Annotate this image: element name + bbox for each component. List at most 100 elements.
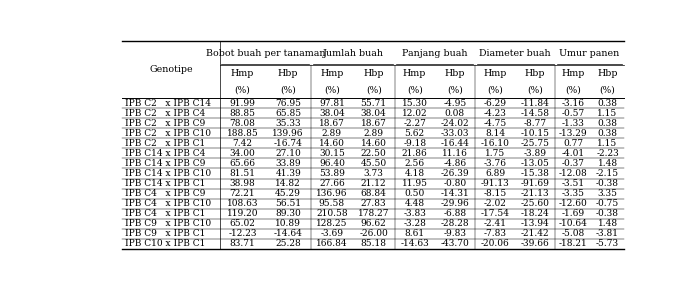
Text: -5.08: -5.08 [562, 229, 585, 238]
Text: -18.24: -18.24 [521, 209, 549, 218]
Text: 119.20: 119.20 [227, 209, 258, 218]
Text: 2.89: 2.89 [364, 129, 383, 138]
Text: Bobot buah per tanaman: Bobot buah per tanaman [205, 49, 325, 57]
Text: -28.28: -28.28 [441, 219, 469, 228]
Text: 45.50: 45.50 [361, 159, 387, 168]
Text: -14.31: -14.31 [441, 189, 469, 198]
Text: 22.50: 22.50 [361, 149, 386, 158]
Text: IPB C9   x IPB C1: IPB C9 x IPB C1 [125, 229, 205, 238]
Text: 38.98: 38.98 [230, 179, 255, 188]
Text: -21.13: -21.13 [521, 189, 549, 198]
Text: 7.42: 7.42 [232, 139, 253, 148]
Text: (%): (%) [527, 86, 543, 94]
Text: 27.83: 27.83 [361, 199, 386, 208]
Text: -24.02: -24.02 [441, 119, 469, 128]
Text: -4.23: -4.23 [484, 109, 507, 118]
Text: 45.29: 45.29 [275, 189, 301, 198]
Text: -12.23: -12.23 [228, 229, 257, 238]
Text: -16.10: -16.10 [480, 139, 509, 148]
Text: 96.62: 96.62 [361, 219, 386, 228]
Text: -13.94: -13.94 [521, 219, 549, 228]
Text: 136.96: 136.96 [316, 189, 348, 198]
Text: -2.15: -2.15 [596, 169, 619, 178]
Text: Hmp: Hmp [483, 69, 507, 78]
Text: 65.66: 65.66 [230, 159, 255, 168]
Text: IPB C2   x IPB C10: IPB C2 x IPB C10 [125, 129, 211, 138]
Text: -43.70: -43.70 [441, 239, 469, 248]
Text: Umur panen: Umur panen [560, 49, 619, 57]
Text: -1.33: -1.33 [562, 119, 585, 128]
Text: -0.57: -0.57 [562, 109, 585, 118]
Text: (%): (%) [600, 86, 615, 94]
Text: 12.02: 12.02 [402, 109, 427, 118]
Text: -25.75: -25.75 [521, 139, 550, 148]
Text: -18.21: -18.21 [559, 239, 587, 248]
Text: 33.89: 33.89 [276, 159, 301, 168]
Text: (%): (%) [447, 86, 463, 94]
Text: Diameter buah: Diameter buah [480, 49, 551, 57]
Text: 78.08: 78.08 [230, 119, 255, 128]
Text: 65.85: 65.85 [275, 109, 301, 118]
Text: 0.50: 0.50 [404, 189, 425, 198]
Text: Hbp: Hbp [597, 69, 618, 78]
Text: -3.16: -3.16 [562, 99, 585, 108]
Text: 27.10: 27.10 [276, 149, 301, 158]
Text: -2.02: -2.02 [484, 199, 507, 208]
Text: IPB C2   x IPB C14: IPB C2 x IPB C14 [125, 99, 211, 108]
Text: 56.51: 56.51 [275, 199, 301, 208]
Text: -17.54: -17.54 [480, 209, 509, 218]
Text: -3.89: -3.89 [523, 149, 546, 158]
Text: 188.85: 188.85 [227, 129, 258, 138]
Text: IPB C10 x IPB C1: IPB C10 x IPB C1 [125, 239, 205, 248]
Text: (%): (%) [324, 86, 340, 94]
Text: 55.71: 55.71 [361, 99, 387, 108]
Text: Hbp: Hbp [525, 69, 546, 78]
Text: -0.38: -0.38 [596, 209, 619, 218]
Text: -4.86: -4.86 [443, 159, 466, 168]
Text: -3.35: -3.35 [562, 189, 585, 198]
Text: -1.69: -1.69 [562, 209, 585, 218]
Text: -10.64: -10.64 [559, 219, 587, 228]
Text: 14.60: 14.60 [319, 139, 345, 148]
Text: 1.75: 1.75 [485, 149, 505, 158]
Text: 0.77: 0.77 [563, 139, 583, 148]
Text: 38.04: 38.04 [361, 109, 386, 118]
Text: -8.77: -8.77 [523, 119, 546, 128]
Text: Hbp: Hbp [363, 69, 384, 78]
Text: -33.03: -33.03 [441, 129, 469, 138]
Text: 1.15: 1.15 [597, 109, 617, 118]
Text: -0.37: -0.37 [562, 159, 585, 168]
Text: 4.18: 4.18 [404, 169, 425, 178]
Text: Hmp: Hmp [231, 69, 254, 78]
Text: -14.58: -14.58 [521, 109, 550, 118]
Text: -4.01: -4.01 [562, 149, 585, 158]
Text: -21.42: -21.42 [521, 229, 549, 238]
Text: -9.83: -9.83 [443, 229, 466, 238]
Text: (%): (%) [235, 86, 251, 94]
Text: 139.96: 139.96 [272, 129, 304, 138]
Text: -7.83: -7.83 [484, 229, 507, 238]
Text: 81.51: 81.51 [230, 169, 255, 178]
Text: IPB C4   x IPB C1: IPB C4 x IPB C1 [125, 209, 205, 218]
Text: IPB C14 x IPB C10: IPB C14 x IPB C10 [125, 169, 211, 178]
Text: 14.60: 14.60 [361, 139, 387, 148]
Text: -8.15: -8.15 [483, 189, 507, 198]
Text: -9.18: -9.18 [403, 139, 426, 148]
Text: 128.25: 128.25 [316, 219, 348, 228]
Text: IPB C14 x IPB C4: IPB C14 x IPB C4 [125, 149, 205, 158]
Text: 76.95: 76.95 [275, 99, 301, 108]
Text: -20.06: -20.06 [480, 239, 509, 248]
Text: -6.29: -6.29 [484, 99, 507, 108]
Text: 88.85: 88.85 [230, 109, 255, 118]
Text: -15.38: -15.38 [521, 169, 550, 178]
Text: 72.21: 72.21 [230, 189, 255, 198]
Text: -16.74: -16.74 [274, 139, 303, 148]
Text: 41.39: 41.39 [276, 169, 301, 178]
Text: 0.38: 0.38 [598, 99, 617, 108]
Text: IPB C9   x IPB C10: IPB C9 x IPB C10 [125, 219, 211, 228]
Text: 166.84: 166.84 [316, 239, 348, 248]
Text: 30.15: 30.15 [319, 149, 345, 158]
Text: Hbp: Hbp [445, 69, 465, 78]
Text: 21.12: 21.12 [361, 179, 386, 188]
Text: -11.84: -11.84 [521, 99, 550, 108]
